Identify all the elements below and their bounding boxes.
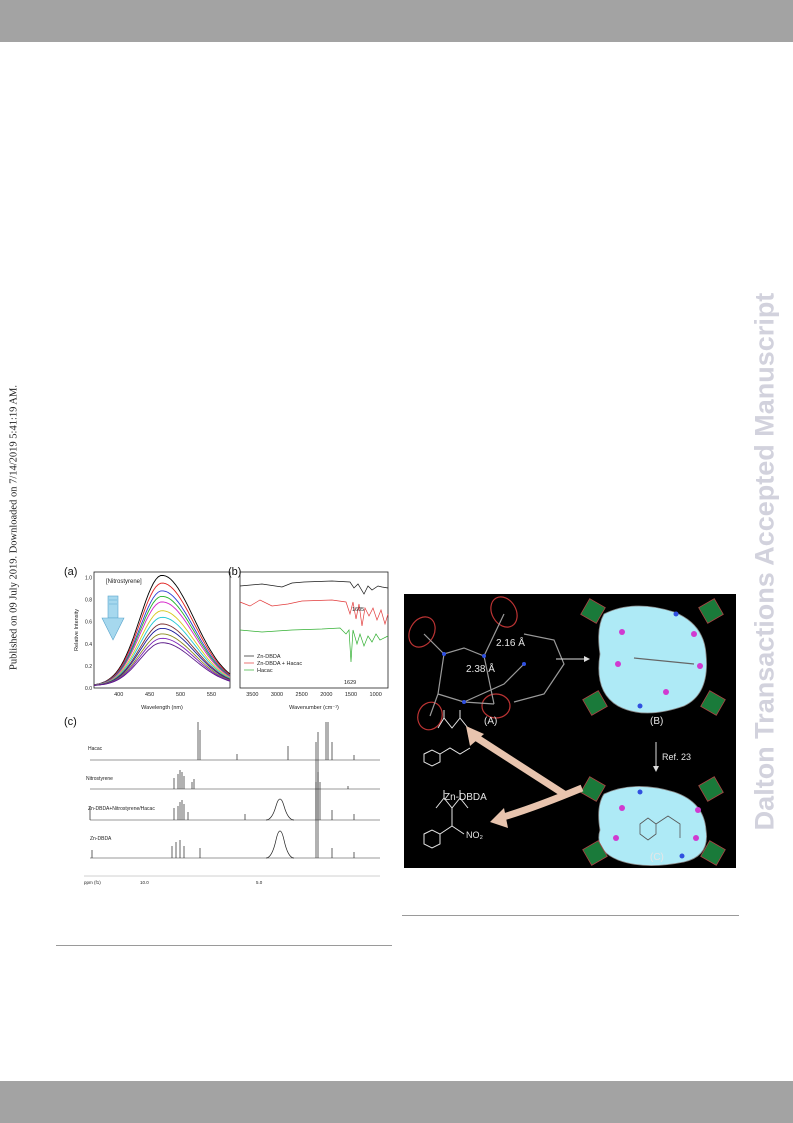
panel-b-legend: Zn-DBDA Zn-DBDA + Hacac Hacac bbox=[244, 654, 302, 674]
panel-b-xtick: 3000 bbox=[271, 692, 283, 698]
emission-curve-5 bbox=[93, 601, 231, 686]
panel-a-ytick: 0.8 bbox=[85, 598, 92, 604]
emission-curve-2 bbox=[93, 582, 231, 686]
decreasing-arrow-icon bbox=[101, 595, 125, 641]
panel-c-nmr: Hacac Nitrostyrene Zn-DBDA+Nitrostyrene/… bbox=[84, 722, 380, 885]
panel-b-xtick: 1500 bbox=[345, 692, 357, 698]
catalyst-label: Zn-DBDA bbox=[444, 792, 487, 803]
footer-bar bbox=[0, 1081, 793, 1123]
ppm-tick-5: 5.0 bbox=[256, 880, 263, 885]
legend-zn-dbda-hacac: Zn-DBDA + Hacac bbox=[257, 661, 302, 667]
watermark-text: Dalton Transactions Accepted Manuscript bbox=[749, 292, 780, 831]
annotation-1605: 1605 bbox=[352, 607, 364, 613]
emission-curve-9 bbox=[93, 627, 231, 686]
label-b: (B) bbox=[650, 716, 663, 727]
panel-a-xtick: 550 bbox=[207, 692, 216, 698]
distance-238: 2.38 Å bbox=[466, 662, 495, 675]
header-bar bbox=[0, 0, 793, 42]
arrow-a-to-b-icon bbox=[556, 656, 590, 662]
panel-a-ytick: 0.0 bbox=[85, 686, 92, 692]
panel-a-legend: [Nitrostyrene] bbox=[106, 579, 142, 585]
product bbox=[423, 790, 469, 849]
panel-b-xlabel: Wavenumber (cm⁻¹) bbox=[289, 705, 339, 711]
ref-label: Ref. 23 bbox=[662, 752, 691, 762]
legend-hacac: Hacac bbox=[257, 668, 273, 674]
panel-a-xtick: 500 bbox=[176, 692, 185, 698]
trace-label-zn-dbda: Zn-DBDA bbox=[90, 836, 112, 842]
label-c: (C) bbox=[650, 852, 664, 863]
panel-a-xtick: 400 bbox=[114, 692, 123, 698]
panel-a-ytick: 0.4 bbox=[85, 642, 92, 648]
panel-a-ytick: 0.2 bbox=[85, 664, 92, 670]
side-notice: Published on 09 July 2019. Downloaded on… bbox=[2, 372, 26, 692]
product-nitro-label: NO₂ bbox=[466, 830, 484, 840]
ir-trace-zn-dbda-hacac bbox=[239, 599, 389, 627]
trace-label-mixture: Zn-DBDA+Nitrostyrene/Hacac bbox=[88, 806, 155, 812]
structure-a bbox=[408, 596, 565, 731]
panel-c-label: (c) bbox=[64, 716, 77, 728]
ppm-tick-10: 10.0 bbox=[140, 880, 149, 885]
emission-curve-7 bbox=[93, 616, 231, 686]
arrow-b-to-c-icon bbox=[653, 742, 659, 772]
panel-a-label: (a) bbox=[64, 566, 78, 578]
emission-curve-1 bbox=[93, 574, 231, 686]
legend-zn-dbda: Zn-DBDA bbox=[257, 654, 281, 660]
panel-a-chart: 400 450 500 550 0.0 0.2 0.4 0.6 0.8 1.0 [Nitrosty… bbox=[74, 571, 231, 711]
panel-a-ytick: 1.0 bbox=[85, 576, 92, 582]
figure-right: 2.38 Å 2.16 Å (A) (B) bbox=[404, 594, 736, 868]
panel-a-xlabel: Wavelength (nm) bbox=[141, 705, 183, 711]
panel-b-chart: 3500 3000 2500 2000 1500 1000 1605 1629 Zn-DB… bbox=[239, 571, 389, 711]
panel-a-frame bbox=[93, 571, 231, 689]
structure-b bbox=[580, 598, 726, 716]
emission-curve-6 bbox=[93, 610, 231, 686]
annotation-1629: 1629 bbox=[344, 680, 356, 686]
panel-b-xtick: 3500 bbox=[246, 692, 258, 698]
emission-curve-12 bbox=[93, 642, 231, 686]
trace-label-nitrostyrene: Nitrostyrene bbox=[86, 776, 113, 782]
ir-trace-zn-dbda bbox=[239, 580, 389, 595]
curved-arrow-up bbox=[472, 733, 566, 797]
side-notice-text: Published on 09 July 2019. Downloaded on… bbox=[8, 385, 20, 670]
mof-scheme: 2.38 Å 2.16 Å (A) (B) bbox=[408, 596, 726, 866]
panel-b-xtick: 1000 bbox=[370, 692, 382, 698]
distance-216: 2.16 Å bbox=[496, 636, 525, 649]
ir-trace-hacac bbox=[239, 627, 389, 663]
panel-a-ylabel: Relative Intensity bbox=[74, 609, 80, 651]
panel-b-xtick: 2500 bbox=[296, 692, 308, 698]
reactants bbox=[423, 710, 471, 767]
left-column-rule bbox=[56, 945, 392, 946]
panel-b-label: (b) bbox=[228, 566, 242, 578]
panel-a-xtick: 450 bbox=[145, 692, 154, 698]
trace-label-hacac: Hacac bbox=[88, 746, 103, 752]
watermark: Dalton Transactions Accepted Manuscript bbox=[737, 230, 793, 890]
emission-curve-11 bbox=[93, 637, 231, 686]
emission-curve-10 bbox=[93, 633, 231, 686]
right-column-rule bbox=[402, 915, 739, 916]
curved-arrow-down bbox=[499, 784, 584, 822]
emission-curve-3 bbox=[93, 590, 231, 686]
structure-c bbox=[580, 776, 726, 866]
label-a: (A) bbox=[484, 716, 497, 727]
ppm-axis-label: ppm (f1) bbox=[84, 880, 101, 885]
panel-a-ytick: 0.6 bbox=[85, 620, 92, 626]
figure-left: (a) 400 450 500 550 0.0 0.2 0.4 0.6 0.8 1.0 [Nitr… bbox=[60, 562, 392, 892]
panel-b-xtick: 2000 bbox=[320, 692, 332, 698]
